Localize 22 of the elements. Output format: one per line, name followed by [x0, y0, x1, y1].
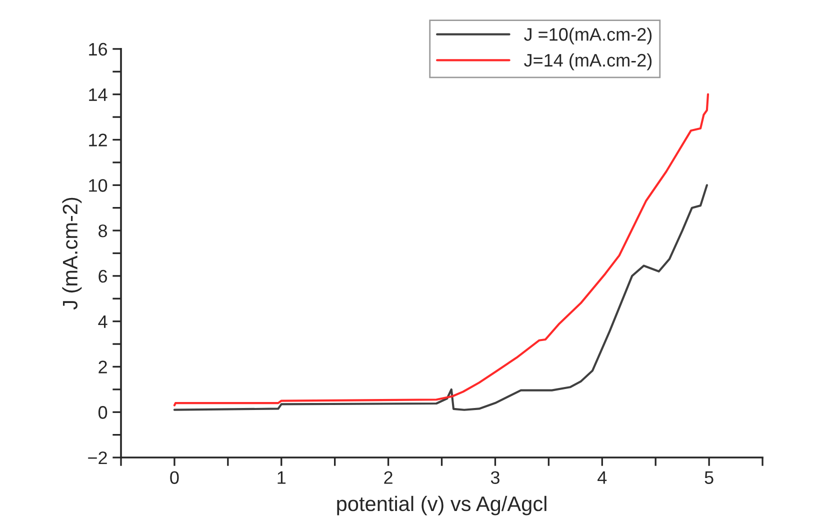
y-tick-label: 10 [89, 179, 108, 192]
y-tick-label: 12 [89, 134, 107, 146]
y-tick-label: 0 [98, 406, 108, 419]
x-tick-label: 4 [598, 471, 607, 484]
x-tick-label: 2 [384, 471, 392, 484]
x-tick-label: 1 [278, 471, 286, 484]
y-tick-label: −2 [88, 451, 107, 464]
y-tick-label: 6 [98, 270, 108, 283]
x-tick-label: 3 [490, 471, 500, 484]
x-tick-label: 5 [704, 471, 714, 484]
legend-label: J =10(mA.cm-2) [524, 28, 652, 44]
legend-label: J=14 (mA.cm-2) [524, 53, 652, 70]
y-axis-title: J (mA.cm-2) [62, 198, 82, 310]
x-axis-title: potential (v) vs Ag/Agcl [337, 496, 546, 516]
y-tick-label: 2 [98, 360, 107, 374]
line-series [173, 93, 710, 406]
y-tick-label: 14 [89, 88, 108, 101]
y-tick-label: 16 [89, 42, 108, 56]
y-tick-label: 8 [98, 224, 108, 238]
x-tick-label: 0 [170, 471, 179, 484]
line-series [173, 184, 708, 411]
y-tick-label: 4 [98, 315, 108, 328]
